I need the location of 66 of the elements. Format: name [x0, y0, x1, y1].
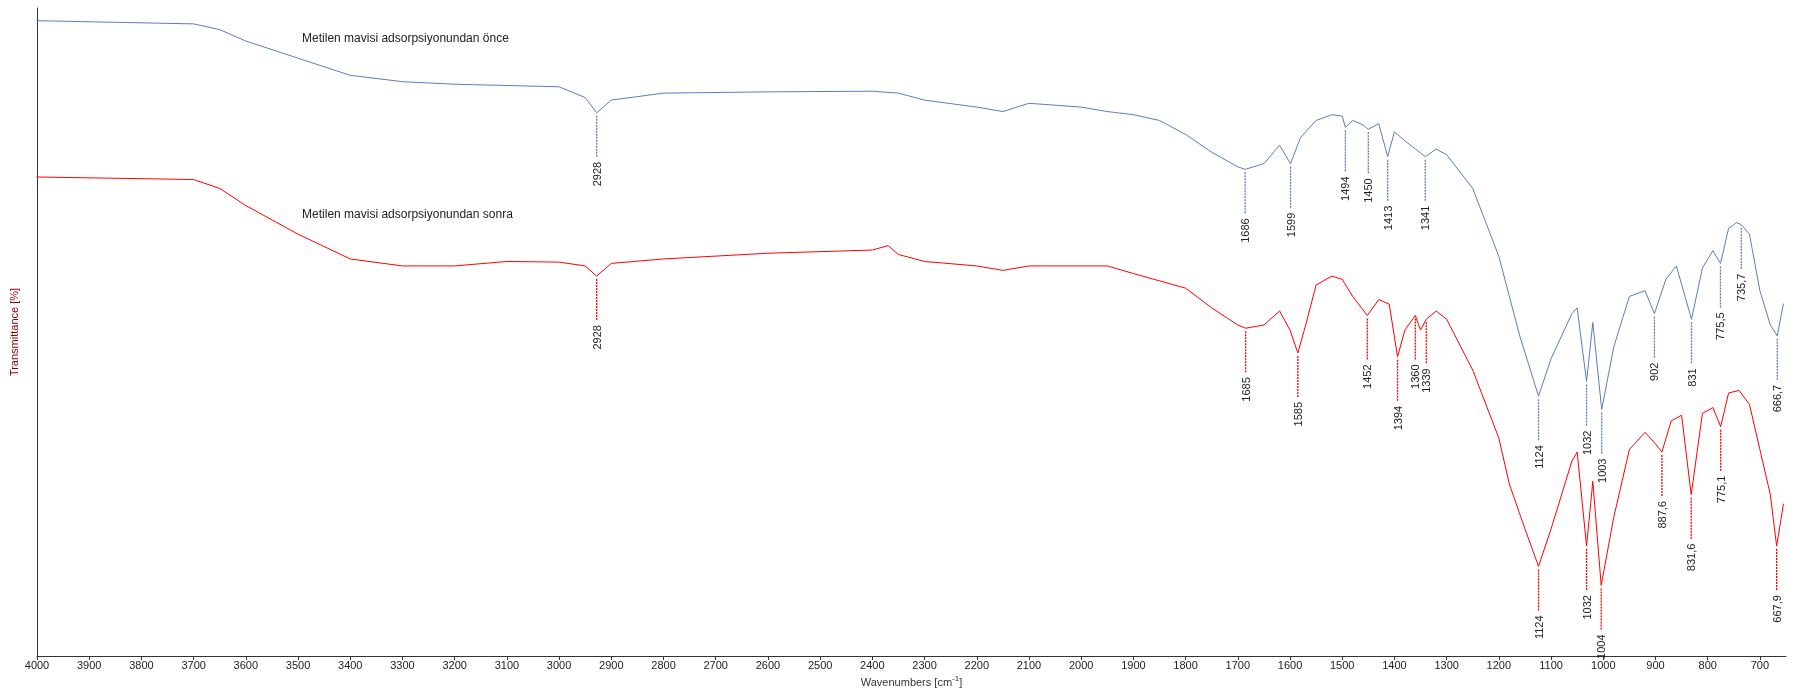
x-tick-label: 700 — [1750, 658, 1770, 671]
annotation: 667,9 — [1770, 595, 1783, 623]
y-axis-title: Transmittance [%] — [7, 287, 20, 377]
annotation: 1413 — [1381, 205, 1394, 231]
x-tick-label: 1200 — [1486, 658, 1512, 671]
x-tick-label: 3100 — [494, 658, 520, 671]
series-label: Metilen mavisi adsorpsiyonundan önce — [302, 31, 510, 46]
annotation: 735,7 — [1735, 273, 1748, 302]
x-tick-label: 3700 — [181, 658, 206, 671]
x-tick-label: 2200 — [964, 658, 989, 671]
annotation: 2928 — [590, 325, 603, 350]
annotation: 1360 — [1409, 364, 1422, 389]
annotation: 887,6 — [1655, 501, 1668, 529]
x-tick-label: 1900 — [1121, 658, 1146, 671]
x-tick-label: 2800 — [651, 658, 676, 671]
x-tick-label: 3900 — [76, 658, 102, 671]
annotation: 666,7 — [1771, 384, 1784, 413]
annotation: 1003 — [1595, 458, 1608, 483]
x-tick-label: 800 — [1698, 658, 1717, 671]
annotation: 1004 — [1595, 634, 1608, 659]
x-tick-label: 2700 — [703, 658, 728, 671]
annotation: 775,1 — [1714, 475, 1727, 504]
annotation: 831 — [1685, 368, 1698, 387]
annotation: 1032 — [1580, 595, 1593, 620]
x-tick-label: 3000 — [546, 658, 572, 671]
x-tick-label: 1000 — [1591, 658, 1616, 671]
annotation: 2928 — [590, 161, 603, 187]
x-tick-label: 2400 — [860, 658, 885, 671]
x-tick-label: 2500 — [807, 658, 833, 671]
annotation: 1394 — [1391, 405, 1404, 431]
x-tick-label: 3400 — [338, 658, 363, 671]
annotation: 1686 — [1239, 218, 1252, 243]
x-tick-label: 3500 — [285, 658, 311, 671]
annotation: 1452 — [1361, 364, 1374, 389]
x-tick-label: 1700 — [1225, 658, 1251, 671]
x-tick-label: 1400 — [1382, 658, 1407, 671]
annotation: 1685 — [1239, 377, 1252, 402]
x-tick-label: 2100 — [1016, 658, 1042, 671]
annotation: 1124 — [1532, 615, 1545, 640]
x-tick-label: 2900 — [599, 658, 624, 671]
x-tick-label: 3200 — [442, 658, 467, 671]
annotation: 831,6 — [1685, 543, 1698, 572]
x-tick-label: 2300 — [912, 658, 937, 671]
x-tick-label: 1100 — [1539, 658, 1563, 671]
x-tick-label: 2600 — [755, 658, 781, 671]
x-tick-label: 1300 — [1434, 658, 1459, 671]
x-tick-label: 2000 — [1068, 658, 1094, 671]
x-tick-label: 1600 — [1277, 658, 1303, 671]
x-tick-label: 3300 — [390, 658, 415, 671]
annotation: 902 — [1648, 362, 1661, 381]
annotation: 1341 — [1419, 205, 1432, 231]
annotation: 1450 — [1362, 178, 1375, 203]
annotation: 1124 — [1532, 445, 1545, 469]
x-tick-label: 900 — [1646, 658, 1665, 671]
x-tick-label: 3800 — [129, 658, 154, 671]
x-tick-label: 1800 — [1173, 658, 1198, 671]
annotation: 1585 — [1291, 401, 1304, 427]
annotation: 1494 — [1339, 176, 1352, 201]
annotation: 1032 — [1580, 430, 1593, 456]
x-tick-label: 3600 — [233, 658, 259, 671]
annotation: 1339 — [1420, 368, 1433, 393]
annotation: 775,5 — [1714, 312, 1727, 340]
series-label: Metilen mavisi adsorpsiyonundan sonra — [302, 207, 514, 222]
annotation: 1599 — [1284, 212, 1297, 238]
x-tick-label: 4000 — [24, 658, 50, 671]
x-tick-label: 1500 — [1329, 658, 1355, 671]
